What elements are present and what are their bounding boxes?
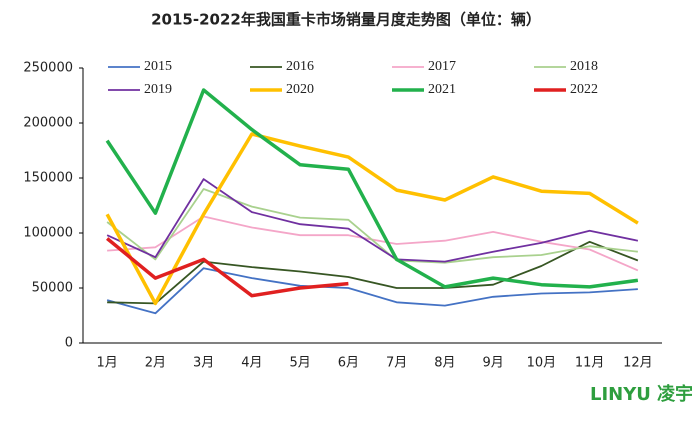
- series-line: [106, 267, 638, 315]
- chart-title: 2015-2022年我国重卡市场销量月度走势图（单位：辆）: [151, 11, 541, 29]
- series-line: [106, 188, 638, 264]
- legend-label: 2017: [428, 59, 456, 74]
- y-tick-label: 250000: [23, 61, 73, 76]
- x-tick-label: 8月: [434, 356, 455, 371]
- x-tick-label: 12月: [623, 356, 653, 371]
- x-tick-label: 5月: [289, 356, 310, 371]
- x-tick-label: 7月: [386, 356, 407, 371]
- legend-label: 2019: [144, 82, 172, 97]
- legend-label: 2021: [428, 82, 456, 97]
- y-tick-label: 200000: [23, 116, 73, 131]
- legend-label: 2015: [144, 59, 172, 74]
- y-tick-label: 100000: [23, 226, 73, 241]
- series-line: [106, 178, 639, 263]
- watermark: LINYU 凌宇汽车: [590, 383, 692, 405]
- legend-label: 2016: [286, 59, 314, 74]
- legend-label: 2018: [570, 59, 598, 74]
- x-tick-label: 1月: [96, 356, 117, 371]
- x-tick-label: 4月: [241, 356, 262, 371]
- legend-label: 2020: [286, 82, 314, 97]
- series-line: [107, 240, 639, 305]
- y-tick-label: 50000: [32, 281, 73, 296]
- x-tick-label: 6月: [338, 356, 359, 371]
- x-tick-label: 3月: [193, 356, 214, 371]
- y-tick-label: 150000: [23, 171, 73, 186]
- x-tick-label: 10月: [527, 356, 557, 371]
- series-line: [105, 88, 639, 289]
- x-tick-label: 9月: [482, 356, 503, 371]
- series-line: [105, 132, 639, 306]
- x-tick-label: 2月: [145, 356, 166, 371]
- legend-label: 2022: [570, 82, 598, 97]
- x-tick-label: 11月: [575, 356, 605, 371]
- y-tick-label: 0: [65, 336, 73, 351]
- series-line: [106, 237, 349, 298]
